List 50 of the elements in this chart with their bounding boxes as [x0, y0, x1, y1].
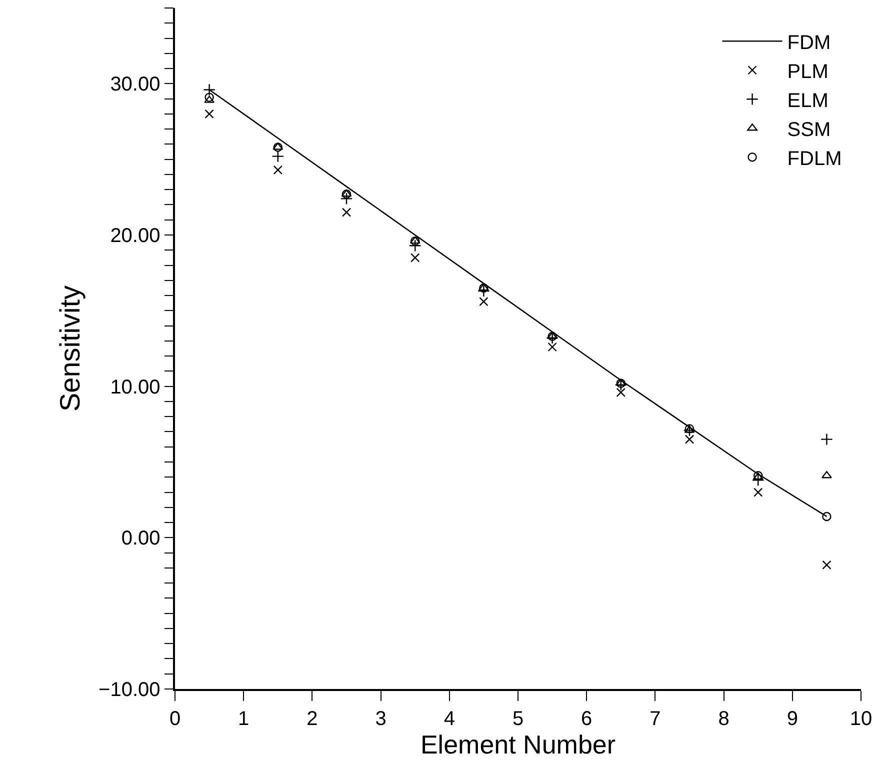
- legend-label: FDLM: [787, 148, 842, 170]
- x-tick-label: 2: [306, 708, 318, 730]
- point: [273, 142, 282, 152]
- x-tick-label: 0: [169, 708, 181, 730]
- y-tick-label: −10.00: [98, 679, 160, 701]
- point: [410, 236, 420, 244]
- y-tick-label: 30.00: [110, 74, 160, 96]
- point: [479, 296, 488, 306]
- point: [822, 560, 832, 570]
- point: [546, 332, 558, 344]
- x-tick-label: 1: [238, 708, 250, 730]
- point: [273, 165, 282, 175]
- point: [478, 283, 489, 291]
- x-tick-label: 3: [375, 708, 386, 730]
- point: [340, 192, 353, 205]
- legend-label: FDM: [787, 32, 831, 54]
- legend-label: ELM: [787, 90, 828, 112]
- point: [752, 474, 764, 486]
- point: [822, 512, 832, 522]
- point: [204, 92, 214, 102]
- legend-label: PLM: [787, 60, 828, 83]
- point: [342, 208, 352, 217]
- x-tick-label: 9: [786, 708, 798, 730]
- point: [272, 150, 284, 163]
- y-tick-label: 10.00: [110, 376, 160, 398]
- point: [204, 109, 214, 119]
- y-tick-label: 0.00: [121, 528, 160, 550]
- x-tick-label: 6: [581, 708, 592, 730]
- x-tick-label: 4: [444, 708, 455, 730]
- point: [408, 239, 422, 252]
- point: [684, 434, 694, 444]
- x-tick-label: 5: [512, 708, 524, 730]
- point: [616, 388, 626, 397]
- point: [548, 332, 557, 341]
- x-tick-label: 10: [850, 708, 872, 730]
- x-axis-title: Element Number: [420, 730, 616, 760]
- point: [203, 84, 216, 96]
- legend-label: SSM: [787, 118, 831, 141]
- point: [820, 433, 833, 446]
- point: [410, 253, 420, 262]
- x-tick-label: 7: [650, 708, 661, 730]
- point: [754, 488, 763, 497]
- point: [342, 190, 352, 199]
- y-tick-label: 20.00: [110, 225, 160, 247]
- point: [478, 284, 490, 298]
- point: [616, 378, 626, 388]
- point: [548, 342, 557, 352]
- x-tick-label: 8: [718, 708, 730, 730]
- y-axis-title: Sensitivity: [54, 285, 86, 412]
- point: [410, 236, 420, 246]
